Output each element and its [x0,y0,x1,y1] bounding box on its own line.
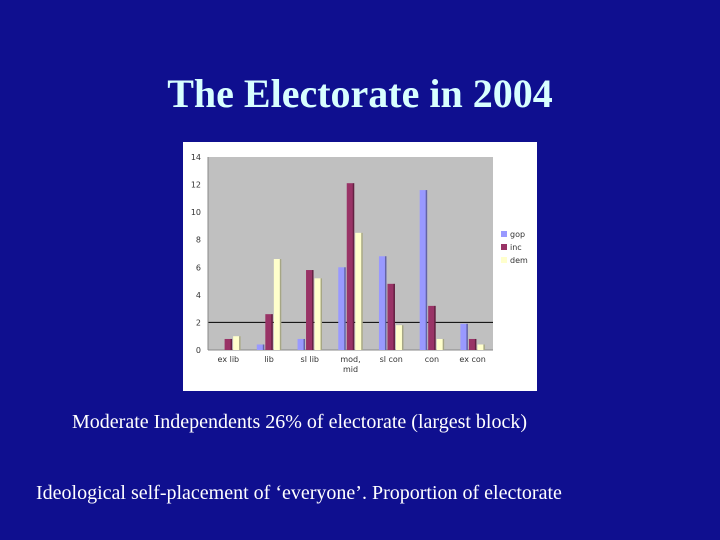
y-tick-label: 14 [191,153,201,162]
bar-dem-shade [483,344,485,350]
bar-dem [436,338,445,350]
bar-inc-shade [230,338,233,350]
bar-dem [355,232,363,350]
bar-gop-shade [344,267,346,350]
bar-inc-shade [352,183,355,350]
chart-svg: 0 2 4 6 8 10 12 14 ex lib lib sl lib mod,mid sl con c… [191,153,528,374]
bar-gop [419,190,428,350]
bar-dem [395,325,404,350]
bar-inc [224,338,233,350]
legend-swatch-dem [501,257,507,263]
bar-gop [297,338,306,350]
bar-gop-shade [466,323,468,350]
bar-inc [265,314,273,350]
bar-inc-shade [312,270,314,350]
bar-dem-shade [442,338,445,350]
bar-inc [428,305,436,350]
caption-self-placement: Ideological self-placement of ‘everyone’… [36,482,562,504]
x-tick-label: lib [264,355,274,364]
bar-dem [273,259,282,350]
bar-inc [346,183,355,350]
bar-gop-shade [384,256,387,350]
y-tick-label: 2 [196,318,201,327]
bar-gop [256,344,265,350]
x-tick-label: mid [343,365,358,374]
y-tick-label: 0 [196,346,201,355]
bar-dem-shade [239,336,241,350]
y-tick-label: 8 [196,236,201,245]
legend-swatch-inc [501,244,507,250]
y-tick-label: 4 [196,291,201,300]
bar-gop-shade [425,190,428,350]
x-tick-label: sl con [380,355,403,364]
bar-inc [387,283,395,350]
bar-dem-shade [401,325,404,350]
bar-inc-shade [271,314,273,350]
bar-dem [233,336,241,350]
bar-gop-shade [303,338,306,350]
legend-label-inc: inc [510,243,522,252]
bar-dem [314,278,323,350]
bar-dem-shade [361,232,363,350]
x-tick-label: ex lib [218,355,240,364]
bar-inc-shade [393,283,395,350]
y-tick-label: 10 [191,208,201,217]
x-tick-label: sl lib [301,355,319,364]
bar-inc [468,338,477,350]
legend-label-dem: dem [510,256,528,265]
bar-gop-shade [262,344,265,350]
x-tick-label: mod, [340,355,360,364]
bar-inc-shade [474,338,477,350]
bar-gop [460,323,468,350]
caption-moderate-independents: Moderate Independents 26% of electorate … [72,411,527,433]
slide-title: The Electorate in 2004 [167,71,553,116]
bar-dem-shade [320,278,323,350]
y-tick-label: 12 [191,181,201,190]
bar-gop [338,267,346,350]
bar-gop [378,256,387,350]
legend-label-gop: gop [510,230,525,239]
x-tick-label: con [425,355,439,364]
x-tick-label: ex con [459,355,485,364]
bar-dem-shade [279,259,282,350]
bar-inc-shade [434,305,436,350]
bar-inc [306,270,314,350]
bar-chart: 0 2 4 6 8 10 12 14 ex lib lib sl lib mod, mid sl con c… [183,142,537,391]
legend-swatch-gop [501,231,507,237]
y-tick-label: 6 [196,263,201,272]
bar-dem [477,344,485,350]
